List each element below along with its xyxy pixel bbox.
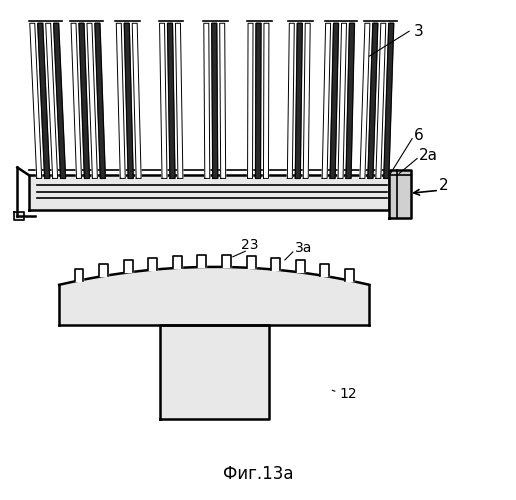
Polygon shape (222, 255, 231, 267)
Polygon shape (322, 24, 331, 178)
Polygon shape (376, 24, 386, 178)
Text: 6: 6 (414, 128, 424, 143)
Polygon shape (320, 264, 329, 276)
Polygon shape (296, 260, 305, 272)
Polygon shape (212, 24, 218, 178)
Polygon shape (220, 24, 225, 178)
Polygon shape (124, 260, 133, 272)
Polygon shape (116, 24, 125, 178)
Polygon shape (173, 256, 182, 268)
Polygon shape (38, 24, 50, 178)
Polygon shape (303, 24, 310, 178)
Polygon shape (360, 24, 370, 178)
Polygon shape (132, 24, 141, 178)
Polygon shape (338, 24, 347, 178)
Text: 3a: 3a (295, 241, 312, 255)
Polygon shape (95, 24, 105, 178)
Polygon shape (389, 170, 411, 218)
Polygon shape (271, 258, 280, 270)
Polygon shape (384, 24, 394, 178)
Polygon shape (54, 24, 66, 178)
Polygon shape (14, 212, 24, 220)
Polygon shape (345, 268, 354, 280)
Polygon shape (74, 268, 84, 280)
Polygon shape (295, 24, 302, 178)
Polygon shape (248, 24, 253, 178)
Polygon shape (247, 256, 255, 268)
Polygon shape (71, 24, 82, 178)
Text: 2: 2 (439, 178, 448, 193)
Polygon shape (99, 264, 108, 276)
Text: Фиг.13a: Фиг.13a (223, 465, 293, 483)
Polygon shape (46, 24, 58, 178)
Text: 3: 3 (414, 24, 424, 38)
Polygon shape (346, 24, 354, 178)
Text: 2a: 2a (419, 148, 438, 163)
Text: 23: 23 (241, 238, 259, 252)
Polygon shape (168, 24, 175, 178)
Polygon shape (368, 24, 378, 178)
Polygon shape (87, 24, 98, 178)
Polygon shape (79, 24, 89, 178)
Polygon shape (148, 258, 157, 270)
Polygon shape (264, 24, 269, 178)
Polygon shape (198, 255, 206, 267)
Polygon shape (159, 324, 269, 419)
Polygon shape (29, 176, 389, 210)
Polygon shape (124, 24, 133, 178)
Polygon shape (204, 24, 210, 178)
Polygon shape (330, 24, 338, 178)
Text: 12: 12 (340, 387, 357, 401)
Polygon shape (59, 267, 369, 324)
Polygon shape (30, 24, 42, 178)
Polygon shape (159, 24, 167, 178)
Polygon shape (175, 24, 183, 178)
Polygon shape (287, 24, 294, 178)
Polygon shape (255, 24, 261, 178)
